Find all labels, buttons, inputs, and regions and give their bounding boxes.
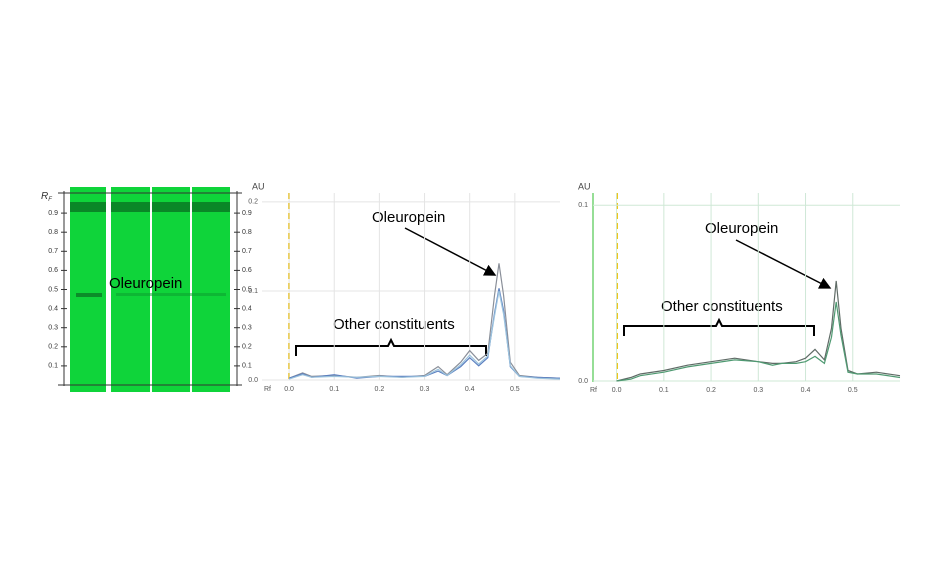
- lane-gap: [150, 187, 152, 392]
- x-tick-label: 0.4: [801, 387, 811, 394]
- x-tick-label: 0.3: [420, 386, 430, 393]
- plate-annotation: Oleuropein: [109, 275, 182, 292]
- lane: [111, 187, 150, 392]
- band: [70, 202, 106, 212]
- band: [76, 293, 102, 297]
- rf-label-sub: F: [48, 197, 52, 203]
- y-axis-label: AU: [578, 181, 591, 191]
- band: [116, 293, 226, 296]
- tick-label: 0.3: [48, 325, 58, 332]
- tick-label: 0.6: [242, 267, 252, 274]
- brace: [623, 317, 815, 336]
- tick-label: 0.7: [242, 248, 252, 255]
- tick-label: 0.5: [48, 286, 58, 293]
- y-tick-label: 0.0: [248, 377, 258, 384]
- arrow: [735, 239, 832, 289]
- tick-label: 0.2: [242, 344, 252, 351]
- x-tick-label: 0.3: [753, 387, 763, 394]
- lane: [152, 187, 190, 392]
- y-tick-label: 0.2: [248, 199, 258, 206]
- x-tick-label: 0.1: [659, 387, 669, 394]
- tick-label: 0.6: [48, 267, 58, 274]
- lane-gap: [190, 187, 192, 392]
- x-tick-label: 0.5: [510, 386, 520, 393]
- x-tick-label: 0.2: [706, 387, 716, 394]
- annotation: Other constituents: [333, 316, 455, 333]
- tick-label: 0.9: [242, 210, 252, 217]
- arrow: [404, 227, 497, 276]
- x-tick-label: 0.5: [848, 387, 858, 394]
- series-line: [616, 301, 901, 382]
- tlc-plate: RF Oleuropein: [41, 187, 242, 392]
- annotation: Oleuropein: [705, 220, 778, 237]
- tick-label: 0.9: [48, 210, 58, 217]
- tick-label: 0.1: [48, 363, 58, 370]
- annotation: Other constituents: [661, 298, 783, 315]
- y-tick-label: 0.1: [248, 288, 258, 295]
- x-tick-label: 0.0: [612, 387, 622, 394]
- rf-label-main: R: [41, 191, 48, 202]
- tick-label: 0.7: [48, 248, 58, 255]
- tick-label: 0.2: [48, 344, 58, 351]
- tick-label: 0.4: [242, 305, 252, 312]
- tick-label: 0.4: [48, 305, 58, 312]
- annotation: Oleuropein: [372, 209, 445, 226]
- brace: [295, 337, 487, 356]
- series-line: [616, 280, 901, 382]
- tick-label: 0.5: [242, 286, 252, 293]
- tick-label: 0.1: [242, 363, 252, 370]
- tick-label: 0.8: [48, 229, 58, 236]
- y-tick-label: 0.1: [578, 202, 588, 209]
- x-tick-label: 0.4: [465, 386, 475, 393]
- x-tick-label: 0.0: [284, 386, 294, 393]
- x-axis-label: Rf: [264, 386, 271, 393]
- x-axis-label: Rf: [590, 387, 597, 394]
- rf-label: RF: [41, 191, 52, 203]
- lane: [192, 187, 230, 392]
- band: [111, 202, 230, 212]
- x-tick-label: 0.1: [329, 386, 339, 393]
- series-line: [288, 290, 561, 380]
- tick-label: 0.8: [242, 229, 252, 236]
- x-tick-label: 0.2: [375, 386, 385, 393]
- y-tick-label: 0.0: [578, 378, 588, 385]
- y-axis-label: AU: [252, 181, 265, 191]
- tick-label: 0.3: [242, 325, 252, 332]
- lane: [70, 187, 106, 392]
